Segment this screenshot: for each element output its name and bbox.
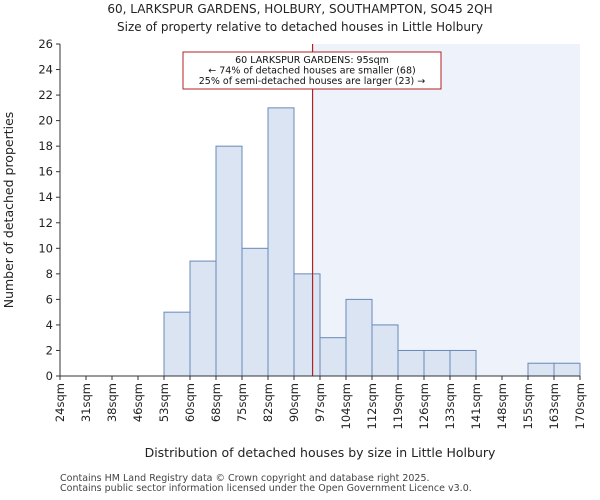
x-tick-label: 46sqm — [131, 383, 145, 422]
y-tick-label: 16 — [38, 165, 53, 179]
y-tick-label: 14 — [38, 190, 53, 204]
x-tick-label: 163sqm — [547, 383, 561, 429]
y-tick-label: 12 — [38, 216, 53, 230]
x-tick-label: 97sqm — [313, 383, 327, 422]
y-tick-label: 4 — [46, 318, 53, 332]
footer-copyright: Contains HM Land Registry data © Crown c… — [60, 473, 430, 484]
histogram-bar — [293, 273, 321, 377]
x-tick-label: 68sqm — [209, 383, 223, 422]
histogram-bars — [163, 107, 581, 377]
x-tick-label: 38sqm — [105, 383, 119, 422]
y-tick-label: 18 — [38, 139, 53, 153]
chart-title-line-2: Size of property relative to detached ho… — [117, 20, 483, 34]
y-tick-label: 8 — [46, 267, 53, 281]
chart: 60, LARKSPUR GARDENS, HOLBURY, SOUTHAMPT… — [1, 2, 587, 460]
chart-title-line-1: 60, LARKSPUR GARDENS, HOLBURY, SOUTHAMPT… — [107, 2, 492, 16]
x-axis-title: Distribution of detached houses by size … — [145, 445, 496, 460]
x-tick-label: 90sqm — [287, 383, 301, 422]
annotation-box: 60 LARKSPUR GARDENS: 95sqm ← 74% of deta… — [182, 51, 442, 90]
y-tick-label: 24 — [38, 63, 53, 77]
x-tick-label: 155sqm — [521, 383, 535, 429]
y-tick-label: 10 — [38, 241, 53, 255]
x-tick-label: 119sqm — [391, 383, 405, 429]
histogram-bar — [163, 311, 191, 377]
x-tick-label: 31sqm — [79, 383, 93, 422]
histogram-bar — [371, 324, 399, 377]
x-tick-label: 141sqm — [469, 383, 483, 429]
x-tick-label: 170sqm — [573, 383, 587, 429]
histogram-bar — [423, 349, 451, 377]
x-tick-label: 24sqm — [53, 383, 67, 422]
y-tick-label: 22 — [38, 88, 53, 102]
x-tick-label: 148sqm — [495, 383, 509, 429]
histogram-bar — [527, 362, 555, 377]
x-tick-label: 60sqm — [183, 383, 197, 422]
x-tick-label: 75sqm — [235, 383, 249, 422]
annotation-line-1: 60 LARKSPUR GARDENS: 95sqm — [235, 55, 389, 66]
histogram-bar — [267, 107, 295, 377]
histogram-bar — [397, 349, 425, 377]
x-tick-label: 112sqm — [365, 383, 379, 429]
histogram-bar — [319, 337, 347, 377]
x-tick-label: 53sqm — [157, 383, 171, 422]
y-tick-label: 2 — [46, 343, 53, 357]
annotation-border — [182, 51, 442, 90]
histogram-bar — [215, 145, 243, 377]
footer-licence: Contains public sector information licen… — [60, 483, 472, 494]
histogram-bar — [241, 247, 269, 377]
annotation-line-2: ← 74% of detached houses are smaller (68… — [208, 66, 415, 77]
histogram-bar — [189, 260, 217, 377]
y-tick-label: 0 — [46, 369, 53, 383]
y-tick-label: 6 — [46, 292, 53, 306]
x-tick-label: 82sqm — [261, 383, 275, 422]
x-tick-label: 133sqm — [443, 383, 457, 429]
y-tick-label: 20 — [38, 114, 53, 128]
y-axis-title: Number of detached properties — [1, 112, 16, 309]
x-axis-ticks: 24sqm 31sqm 38sqm 46sqm 53sqm 60sqm 68sqm 75sqm… — [53, 376, 587, 429]
y-tick-label: 26 — [38, 37, 53, 51]
x-tick-label: 104sqm — [339, 383, 353, 429]
histogram-bar — [449, 349, 477, 377]
histogram-bar — [345, 298, 373, 377]
x-tick-label: 126sqm — [417, 383, 431, 429]
annotation-line-3: 25% of semi-detached houses are larger (… — [199, 76, 426, 87]
histogram-bar — [553, 362, 581, 377]
